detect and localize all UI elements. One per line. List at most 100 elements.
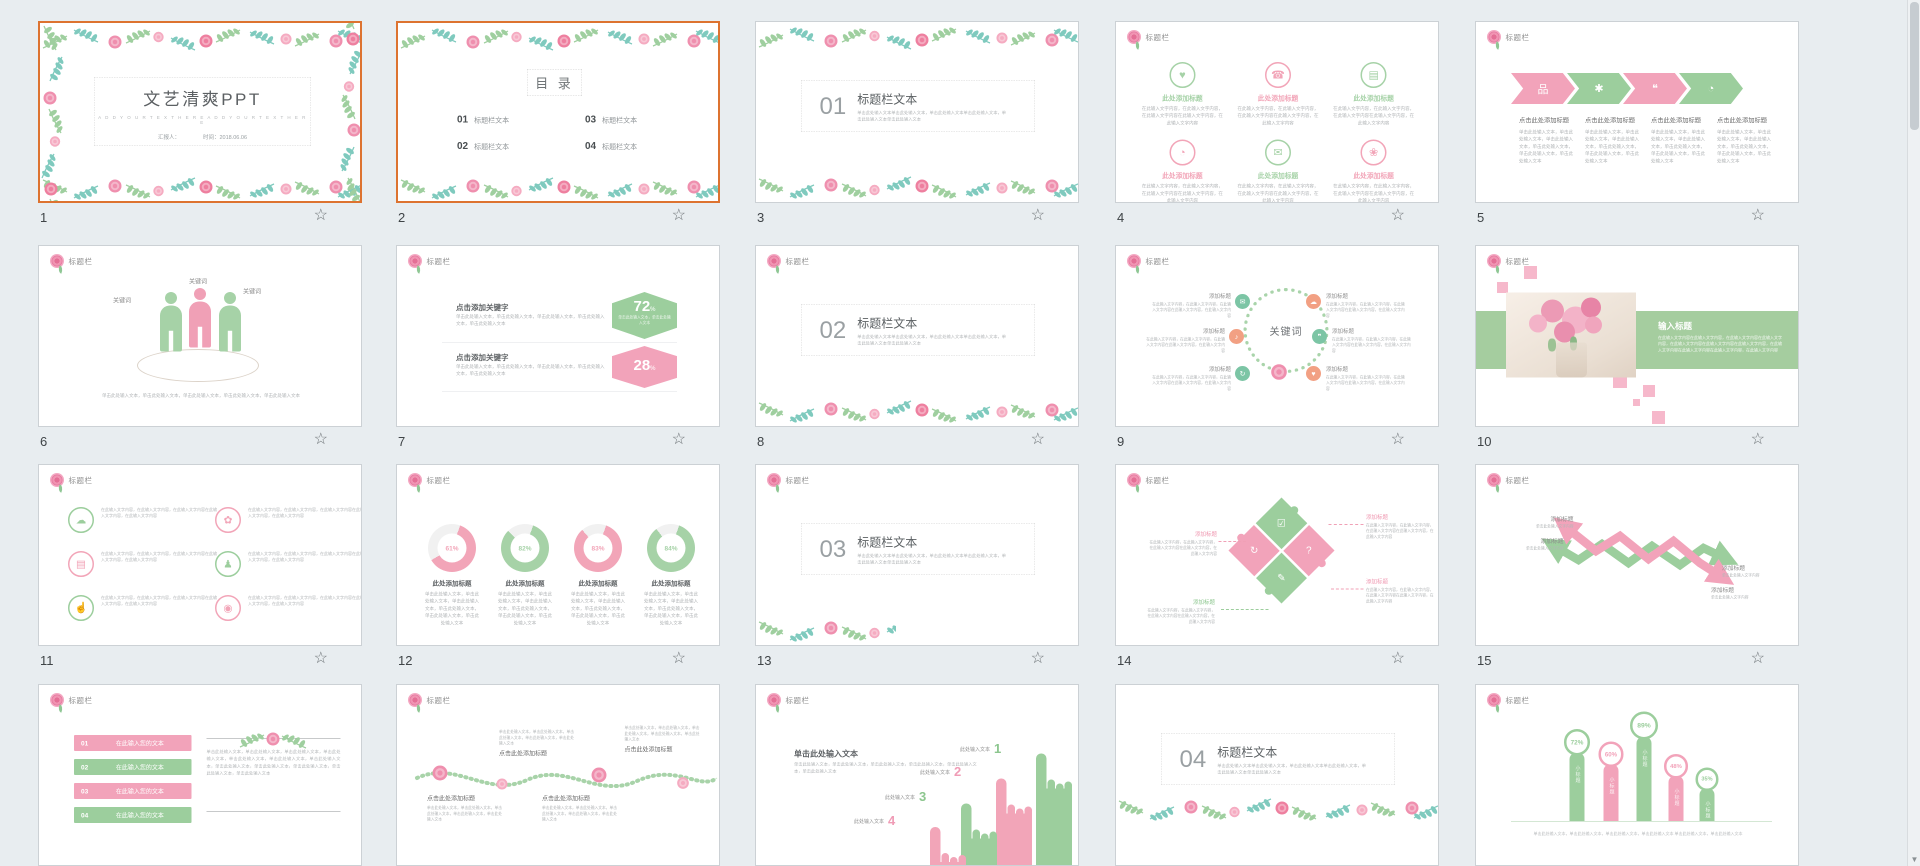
slide-thumbnail-4[interactable]: 标题栏 ♥ 此处添加标题 在此输入文字内容，在此输入文字内容，在此输入文字内容在此输… (1115, 21, 1439, 203)
favorite-star-icon[interactable]: ☆ (1030, 207, 1045, 224)
favorite-star-icon[interactable]: ☆ (1750, 650, 1765, 667)
timeline-item: 点击此处添加标题 单击此处输入文本，单击此处输入文本，单击此处输入文本，单击此处输… (427, 795, 502, 822)
vertical-scrollbar[interactable]: ▼ (1907, 0, 1920, 866)
scrollbar-down-arrow[interactable]: ▼ (1910, 855, 1919, 864)
slide-thumbnail-6[interactable]: 标题栏 关键词 关键词 关键词 单击此处输入文本，单击此处输入文本，单击此处输入… (38, 245, 362, 427)
slide-header-label: 标题栏 (1145, 476, 1170, 485)
slide-number: 12 (398, 653, 413, 668)
diagram-item: 添加标题 在此输入文字内容，在此输入文字内容，在此输入文字内容在此输入文字内容，在… (1152, 366, 1231, 391)
slide-header-label: 标题栏 (785, 696, 810, 705)
block-body: 单击此处输入文本，单击此处输入文本，单击此处输入文本，单击此处输入文本，单击此处… (456, 314, 605, 327)
slide-thumbnail-16[interactable]: 标题栏 01 在此输入您的文本 02 在此输入您的文本 03 在此输入您的文本 04 在… (38, 684, 362, 866)
slide-cell-4: 标题栏 ♥ 此处添加标题 在此输入文字内容，在此输入文字内容，在此输入文字内容在此输… (1115, 21, 1439, 238)
rose-icon (1487, 473, 1501, 487)
block-body: 单击此处输入文本，单击此处输入文本，单击此处输入文本，单击此处输入文本，单击此处… (794, 761, 977, 774)
hand-bar-4 (930, 827, 967, 865)
rose-icon (767, 473, 781, 487)
donut-chart: 82% (501, 524, 549, 572)
timeline-item: 单击此处输入文本，单击此处输入文本，单击此处输入文本，单击此处输入文本，单击此处… (499, 729, 574, 757)
slide-number: 5 (1477, 210, 1485, 225)
diagram-item: 添加标题 单击此处输入文字内容 (1536, 516, 1574, 529)
favorite-star-icon[interactable]: ☆ (671, 431, 686, 448)
floor-ellipse (137, 349, 259, 382)
slide-cell-11: 标题栏 ☁ 在此输入文字内容，在此输入文字内容，在此输入文字内容在此输入文字内容，… (38, 464, 362, 681)
slide-number: 2 (398, 210, 406, 225)
list-item: ◉ 在此输入文字内容，在此输入文字内容，在此输入文字内容在此输入文字内容，在此输入… (215, 595, 361, 621)
scrollbar-thumb[interactable] (1910, 2, 1919, 130)
favorite-star-icon[interactable]: ☆ (671, 650, 686, 667)
person-silhouette (158, 292, 184, 352)
slide-thumbnail-2[interactable]: 目 录 01 标题栏文本 03 标题栏文本 02 标题栏文本 04 标题栏文本 (396, 21, 720, 203)
slide-number: 9 (1117, 434, 1125, 449)
deco-square (1652, 411, 1665, 424)
diagram-item: 添加标题 单击此处输入文字内容 (1526, 538, 1564, 551)
slide-thumbnail-14[interactable]: 标题栏 ☑ ? ↻ ✎ 添加标题 在此输入文字内容，在此输入文字内容，在此输入文字… (1115, 464, 1439, 646)
favorite-star-icon[interactable]: ☆ (313, 207, 328, 224)
hand-bar-2 (996, 778, 1033, 865)
favorite-star-icon[interactable]: ☆ (1390, 650, 1405, 667)
favorite-star-icon[interactable]: ☆ (1030, 431, 1045, 448)
chat-icon: ❞ (1312, 329, 1327, 344)
person-silhouette (187, 288, 213, 348)
slide-thumbnail-12[interactable]: 标题栏 61% 此处添加标题 单击此处输入文本，单击此处输入文本，单击此处输入文本… (396, 464, 720, 646)
briefcase-icon: ▤ (1360, 62, 1387, 88)
slide-thumbnail-15[interactable]: 标题栏 添加标题 单击此处输入文字内容 添加标题 单击此处输入文字内容 添加标题 单击… (1475, 464, 1799, 646)
favorite-star-icon[interactable]: ☆ (313, 650, 328, 667)
gauge-icon: ◔ (1679, 73, 1743, 104)
person-silhouette (217, 292, 243, 352)
divider (442, 391, 677, 392)
presentation-title: 文艺清爽PPT (143, 90, 262, 109)
slide-thumbnail-8[interactable]: 标题栏 02 标题栏文本 单击此处输入文本单击此处输入文本，单击此处输入文本单击… (755, 245, 1079, 427)
favorite-star-icon[interactable]: ☆ (1750, 431, 1765, 448)
numbered-bar: 02 在此输入您的文本 (74, 759, 192, 775)
slide-cell-12: 标题栏 61% 此处添加标题 单击此处输入文本，单击此处输入文本，单击此处输入文本… (396, 464, 720, 681)
favorite-star-icon[interactable]: ☆ (1750, 207, 1765, 224)
leader-line (1218, 541, 1246, 542)
slide-thumbnail-18[interactable]: 标题栏 单击此处输入文本 单击此处输入文本，单击此处输入文本，单击此处输入文本，… (755, 684, 1079, 866)
deco-square (1633, 399, 1640, 406)
block-body: 单击此处输入文本，单击此处输入文本，单击此处输入文本，单击此处输入文本，单击此处… (456, 364, 605, 377)
favorite-star-icon[interactable]: ☆ (1030, 650, 1045, 667)
favorite-star-icon[interactable]: ☆ (1390, 207, 1405, 224)
diagram-item: 添加标题 在此输入文字内容，在此输入文字内容，在此输入文字内容在此输入文字内容，在… (1366, 514, 1434, 539)
block-title: 点击添加关键字 (456, 303, 509, 313)
slide-thumbnail-17[interactable]: 标题栏 单击此处输入文本，单击此处输入文本，单击此处输入文本，单击此处输入文本，… (396, 684, 720, 866)
slide-number: 6 (40, 434, 48, 449)
slide-header-label: 标题栏 (1505, 257, 1530, 266)
slide-cell-1: 文艺清爽PPT A D D Y O U R T E X T H E R E A … (38, 21, 362, 238)
favorite-star-icon[interactable]: ☆ (1390, 431, 1405, 448)
slide-thumbnail-7[interactable]: 标题栏 点击添加关键字 单击此处输入文本，单击此处输入文本，单击此处输入文本，单… (396, 245, 720, 427)
slide-thumbnail-1[interactable]: 文艺清爽PPT A D D Y O U R T E X T H E R E A … (38, 21, 362, 203)
puzzle-diagram: ☑ ? ↻ ✎ (1228, 497, 1335, 604)
section-title-box: 04 标题栏文本 单击此处输入文本单击此处输入文本，单击此处输入文本单击此处输入… (1161, 733, 1395, 785)
slide-thumbnail-20[interactable]: 标题栏 72% 小标题 60% 小标题 89% 小标题 48% 小标题 35% 小标题 单… (1475, 684, 1799, 866)
floral-garland-bottom (756, 171, 1079, 203)
slide-thumbnail-10[interactable]: 标题栏 输入标题 在此输入文字内容在此输入文字内容，在此输入文字内容在此输入文字… (1475, 245, 1799, 427)
donut-chart-item: 82% 此处添加标题 单击此处输入文本，单击此处输入文本，单击此处输入文本，单击此… (498, 524, 552, 626)
favorite-star-icon[interactable]: ☆ (313, 431, 328, 448)
cloud-icon: ☁ (1306, 294, 1321, 309)
section-title-box: 02 标题栏文本 单击此处输入文本单击此处输入文本，单击此处输入文本单击此处输入… (801, 304, 1035, 356)
stat-badge-pink: 28% (612, 346, 677, 388)
slide-thumbnail-3[interactable]: 01 标题栏文本 单击此处输入文本单击此处输入文本，单击此处输入文本单击此处输入… (755, 21, 1079, 203)
slide-number: 15 (1477, 653, 1492, 668)
garland-timeline (415, 765, 719, 790)
donut-chart: 83% (574, 524, 622, 572)
chat-icon: ❝ (1623, 73, 1687, 104)
slide-thumbnail-9[interactable]: 标题栏 关键词 添加标题 在此输入文字内容，在此输入文字内容，在此输入文字内容在此… (1115, 245, 1439, 427)
numbered-bar: 04 在此输入您的文本 (74, 807, 192, 823)
slide-thumbnail-11[interactable]: 标题栏 ☁ 在此输入文字内容，在此输入文字内容，在此输入文字内容在此输入文字内容，… (38, 464, 362, 646)
favorite-star-icon[interactable]: ☆ (671, 207, 686, 224)
floral-divider-ornament (238, 731, 308, 749)
slide-number: 4 (1117, 210, 1125, 225)
numbered-bar: 03 在此输入您的文本 (74, 783, 192, 799)
diagram-item: 添加标题 在此输入文字内容，在此输入文字内容，在此输入文字内容在此输入文字内容，在… (1147, 599, 1216, 624)
list-item: ▤ 在此输入文字内容，在此输入文字内容，在此输入文字内容在此输入文字内容，在此输入… (68, 551, 218, 577)
slide-cell-20: 标题栏 72% 小标题 60% 小标题 89% 小标题 48% 小标题 35% 小标题 单… (1475, 684, 1799, 866)
slide-thumbnail-19[interactable]: 04 标题栏文本 单击此处输入文本单击此处输入文本，单击此处输入文本单击此处输入… (1115, 684, 1439, 866)
slide-thumbnail-13[interactable]: 标题栏 03 标题栏文本 单击此处输入文本单击此处输入文本，单击此处输入文本单击… (755, 464, 1079, 646)
presentation-subtitle: A D D Y O U R T E X T H E R E A D D Y O … (98, 115, 307, 125)
feature-item: ❀ 此处添加标题 在此输入文字内容，在此输入文字内容，在此输入文字内容在此输入文字内… (1332, 139, 1415, 202)
floral-garland-right (336, 23, 362, 203)
slide-thumbnail-5[interactable]: 标题栏 品 ✱ ❝ ◔ 点击此处添加标题 单击此处输入文本，单击此处输入文本，单击… (1475, 21, 1799, 203)
